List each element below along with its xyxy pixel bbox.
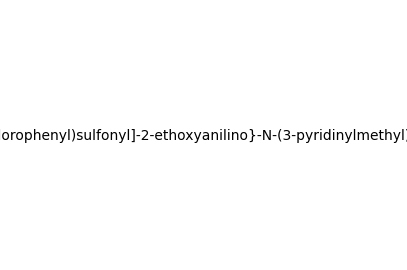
Text: 2-{[(4-chlorophenyl)sulfonyl]-2-ethoxyanilino}-N-(3-pyridinylmethyl)acetamide: 2-{[(4-chlorophenyl)sulfonyl]-2-ethoxyan… [0,129,407,143]
